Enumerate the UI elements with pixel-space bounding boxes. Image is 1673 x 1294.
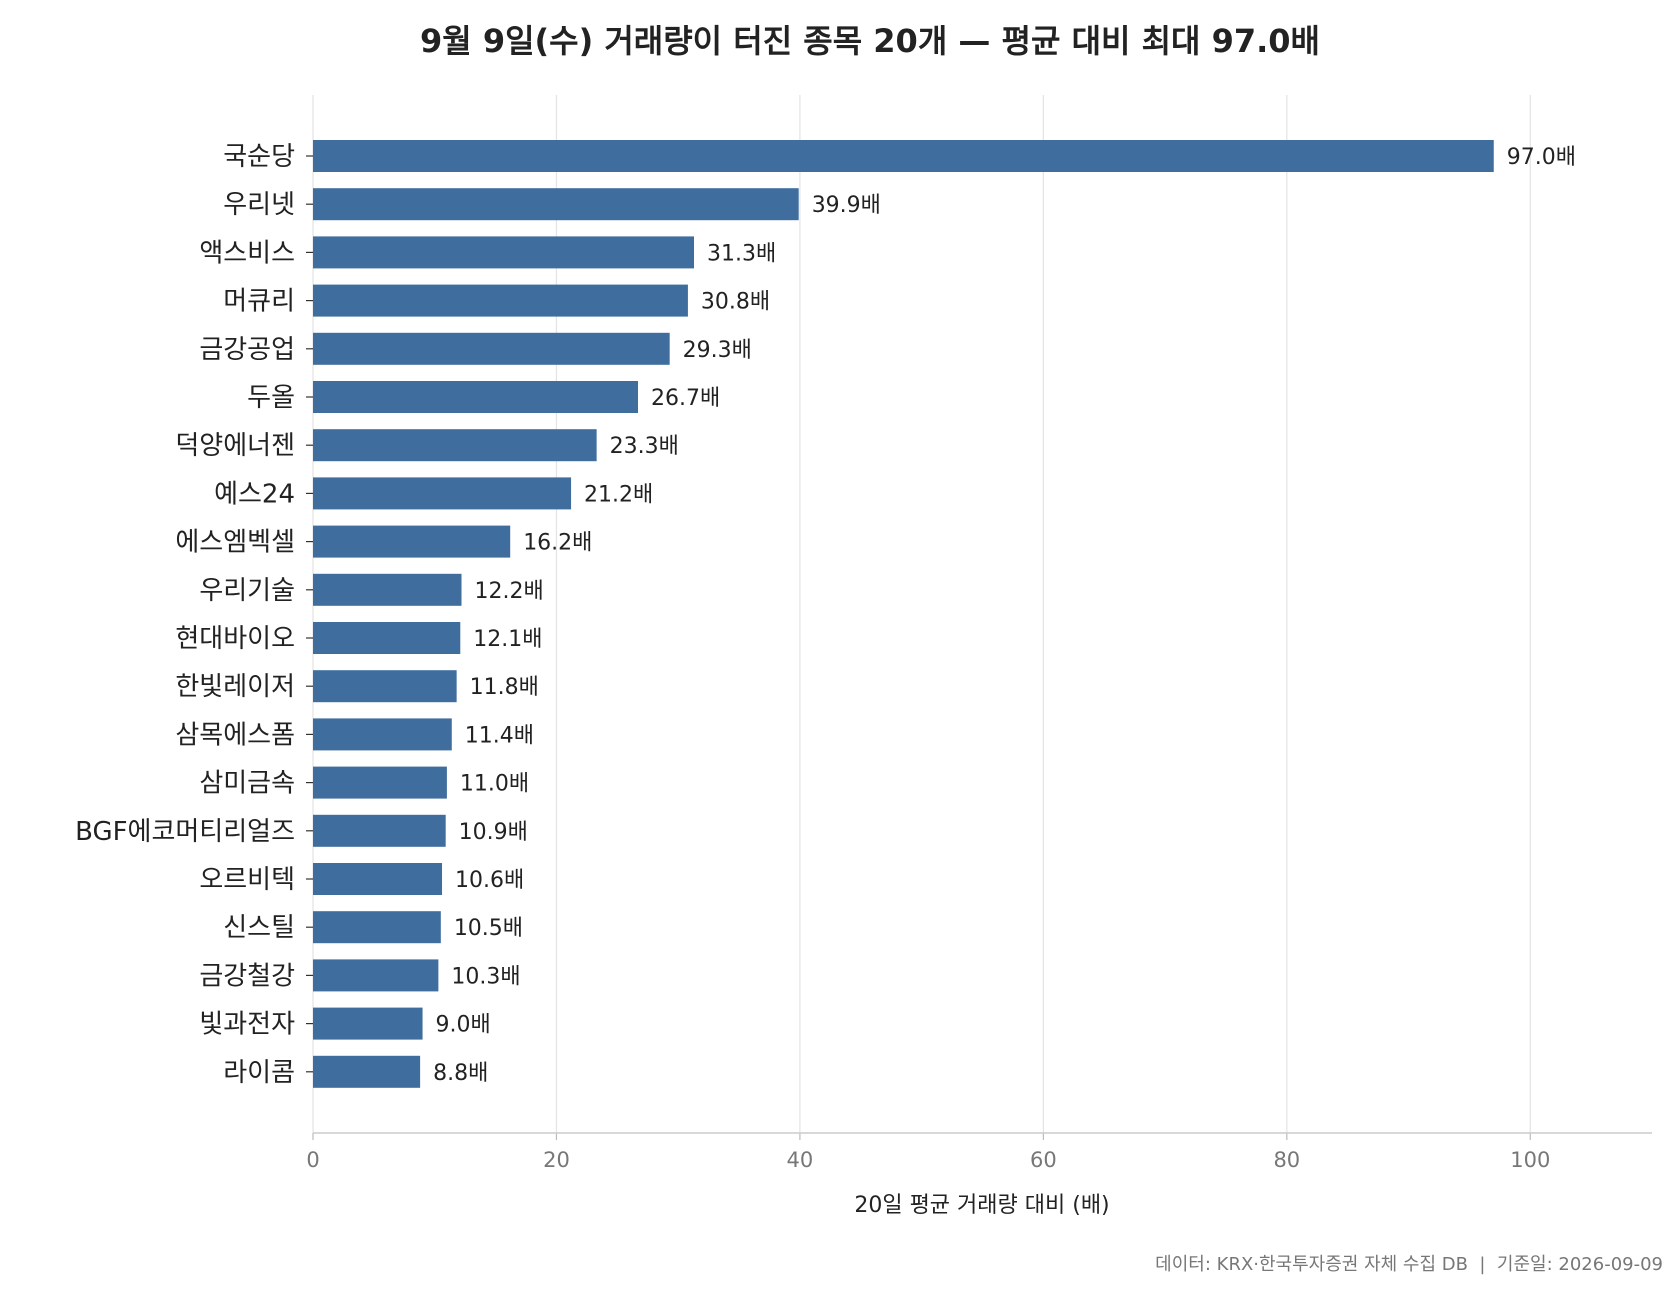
bar-16 xyxy=(313,863,443,895)
bars: 97.0배 39.9배 31.3배 30.8배 29.3배 26.7배 23.3배 21.2배… xyxy=(313,140,1576,1088)
bar-value-label-17: 10.5배 xyxy=(454,916,523,941)
bar-2 xyxy=(313,188,799,221)
bar-18 xyxy=(313,959,439,992)
bar-value-label-19: 9.0배 xyxy=(436,1013,491,1038)
category-label-9: 에스엠벡셀 xyxy=(175,528,295,558)
x-axis-label: 20일 평균 거래량 대비 (배) xyxy=(854,1193,1109,1218)
bar-value-label-5: 29.3배 xyxy=(683,338,752,363)
x-tick-label-20: 20 xyxy=(543,1148,570,1172)
category-label-1: 국순당 xyxy=(223,142,295,172)
bar-15 xyxy=(313,814,446,847)
bar-6 xyxy=(313,381,639,413)
bar-10 xyxy=(313,573,462,606)
x-axis: 0 20 40 60 80 100 xyxy=(306,1132,1652,1172)
category-label-4: 머큐리 xyxy=(223,287,295,317)
x-tick-label-60: 60 xyxy=(1030,1148,1057,1172)
bar-19 xyxy=(313,1007,423,1040)
bar-13 xyxy=(313,718,452,751)
footnote: 데이터: KRX·한국투자증권 자체 수집 DB | 기준일: 2026-09-… xyxy=(1155,1254,1663,1275)
x-tick-label-100: 100 xyxy=(1510,1148,1550,1172)
x-tick-label-40: 40 xyxy=(787,1148,814,1172)
category-label-3: 액스비스 xyxy=(199,238,295,268)
bar-value-label-9: 16.2배 xyxy=(523,531,592,556)
chart-title: 9월 9일(수) 거래량이 터진 종목 20개 — 평균 대비 최대 97.0배 xyxy=(420,22,1320,60)
bar-value-label-12: 11.8배 xyxy=(470,675,539,700)
category-label-7: 덕양에너젠 xyxy=(175,431,295,461)
bar-1 xyxy=(313,140,1494,172)
bar-3 xyxy=(313,236,695,269)
bar-value-label-16: 10.6배 xyxy=(455,868,524,893)
bar-value-label-13: 11.4배 xyxy=(465,723,534,748)
bar-7 xyxy=(313,429,597,462)
bar-17 xyxy=(313,911,441,944)
category-label-12: 한빛레이저 xyxy=(175,672,295,702)
category-label-13: 삼목에스폼 xyxy=(175,720,295,750)
bar-11 xyxy=(313,622,461,654)
category-label-15: BGF에코머티리얼즈 xyxy=(75,817,295,847)
category-label-2: 우리넷 xyxy=(223,190,295,220)
bar-value-label-20: 8.8배 xyxy=(433,1061,488,1086)
bar-value-label-7: 23.3배 xyxy=(610,434,679,459)
bar-5 xyxy=(313,332,670,365)
bar-value-label-15: 10.9배 xyxy=(459,820,528,845)
bar-value-label-6: 26.7배 xyxy=(651,386,720,411)
category-label-19: 빛과전자 xyxy=(199,1010,295,1040)
bar-20 xyxy=(313,1055,421,1088)
category-label-10: 우리기술 xyxy=(199,576,295,606)
bar-value-label-18: 10.3배 xyxy=(451,964,520,989)
bar-value-label-8: 21.2배 xyxy=(584,482,653,507)
bar-value-label-1: 97.0배 xyxy=(1507,145,1576,170)
x-tick-label-0: 0 xyxy=(306,1148,319,1172)
bar-12 xyxy=(313,670,457,703)
category-label-18: 금강철강 xyxy=(199,961,295,991)
bar-value-label-4: 30.8배 xyxy=(701,290,770,315)
bar-8 xyxy=(313,477,572,510)
bar-value-label-10: 12.2배 xyxy=(475,579,544,604)
bar-value-label-3: 31.3배 xyxy=(707,241,776,266)
bar-value-label-14: 11.0배 xyxy=(460,772,529,797)
category-label-16: 오르비텍 xyxy=(199,865,295,895)
bar-value-label-2: 39.9배 xyxy=(812,193,881,218)
category-label-14: 삼미금속 xyxy=(199,769,295,799)
bar-9 xyxy=(313,525,511,558)
category-label-20: 라이콤 xyxy=(223,1058,295,1088)
x-tick-label-80: 80 xyxy=(1273,1148,1300,1172)
bar-14 xyxy=(313,766,447,799)
category-label-6: 두올 xyxy=(247,383,295,413)
bar-value-label-11: 12.1배 xyxy=(473,627,542,652)
category-label-5: 금강공업 xyxy=(199,335,295,365)
category-label-17: 신스틸 xyxy=(223,913,295,943)
category-label-8: 예스24 xyxy=(214,479,295,509)
category-label-11: 현대바이오 xyxy=(175,624,295,654)
bar-4 xyxy=(313,284,688,317)
